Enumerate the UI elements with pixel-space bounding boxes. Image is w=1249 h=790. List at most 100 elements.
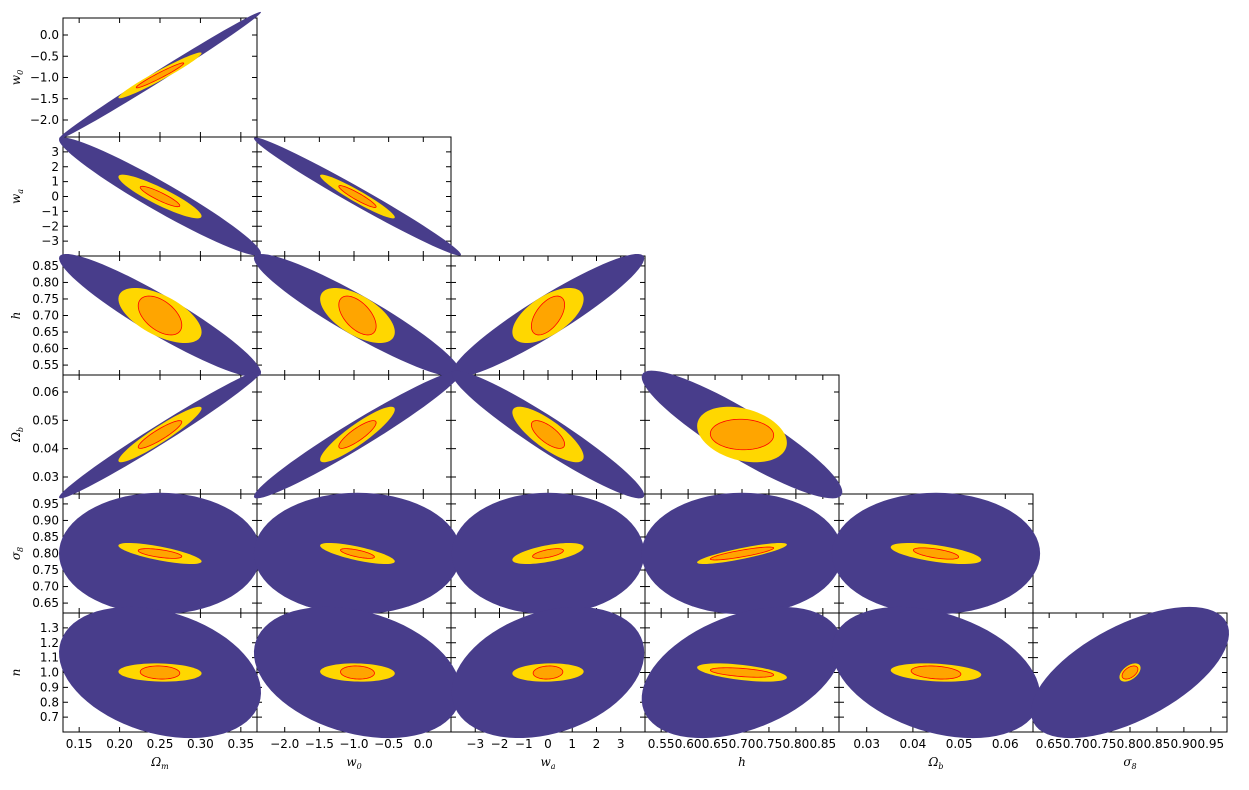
x-tick-label: 0.75 [756, 737, 783, 751]
y-tick-label: −1 [41, 204, 59, 218]
y-tick-label: 0.75 [32, 292, 59, 306]
y-axis-label: h [9, 312, 23, 320]
y-tick-label: 0.9 [40, 680, 59, 694]
y-tick-label: −1.5 [30, 92, 59, 106]
x-tick-label: 0.75 [1090, 737, 1117, 751]
y-tick-label: 1 [51, 175, 59, 189]
x-tick-label: 0.05 [946, 737, 973, 751]
x-tick-label: 0.25 [147, 737, 174, 751]
x-tick-label: −2.0 [270, 737, 299, 751]
x-tick-label: 2 [593, 737, 601, 751]
contours-Om-s8 [59, 492, 261, 615]
y-tick-label: 0.06 [32, 385, 59, 399]
x-axis-label: Ωm [150, 755, 169, 771]
x-tick-label: 0 [544, 737, 552, 751]
contours-w0-h [253, 253, 462, 378]
x-tick-label: 0.35 [227, 737, 254, 751]
inner-contour [910, 665, 962, 680]
inner-contour [137, 420, 183, 449]
x-tick-label: −0.5 [374, 737, 403, 751]
inner-contour [709, 546, 775, 561]
inner-contour [530, 420, 566, 449]
y-tick-label: 0.70 [32, 580, 59, 594]
x-tick-label: 0.0 [414, 737, 433, 751]
x-tick-label: 0.04 [900, 737, 927, 751]
y-tick-label: 3 [51, 145, 59, 159]
y-tick-label: 0.90 [32, 513, 59, 527]
inner-contour [338, 420, 377, 449]
x-tick-label: 0.55 [648, 737, 675, 751]
x-tick-label: 0.20 [106, 737, 133, 751]
y-tick-label: 0 [51, 190, 59, 204]
contours-h-s8 [641, 492, 843, 615]
inner-contour [532, 665, 564, 680]
x-tick-label: 0.80 [1117, 737, 1144, 751]
x-axis-label: h [738, 755, 746, 769]
contours-Om-wa [59, 137, 261, 256]
inner-contour [709, 667, 775, 678]
x-tick-label: 0.90 [1171, 737, 1198, 751]
x-tick-label: 3 [617, 737, 625, 751]
x-tick-label: 0.70 [729, 737, 756, 751]
inner-contour [340, 548, 375, 559]
x-tick-label: 0.80 [783, 737, 810, 751]
contours-wa-s8 [451, 492, 645, 615]
y-tick-label: 0.85 [32, 259, 59, 273]
y-tick-label: −0.5 [30, 49, 59, 63]
x-axis-label: wa [540, 755, 555, 771]
contours-h-n [641, 606, 843, 739]
x-tick-label: 0.03 [853, 737, 880, 751]
x-axis-label: Ωb [927, 755, 943, 771]
y-tick-label: 0.75 [32, 563, 59, 577]
x-tick-label: 0.85 [1144, 737, 1171, 751]
contours-wa-h [451, 253, 645, 378]
y-tick-label: 0.80 [32, 547, 59, 561]
y-tick-label: 1.2 [40, 636, 59, 650]
x-axis-label: w0 [346, 755, 361, 771]
x-tick-label: 0.06 [992, 737, 1019, 751]
y-axis-label: σ8 [9, 547, 25, 560]
y-tick-label: 2 [51, 160, 59, 174]
x-tick-label: 0.60 [675, 737, 702, 751]
contours-w0-s8 [253, 492, 462, 615]
contours-wa-n [451, 606, 645, 739]
x-tick-label: 0.65 [702, 737, 729, 751]
inner-contour [530, 295, 566, 336]
inner-contour [139, 665, 181, 680]
inner-contour [709, 418, 775, 451]
x-tick-label: 0.65 [1036, 737, 1063, 751]
inner-contour [137, 295, 183, 336]
y-tick-label: −3 [41, 234, 59, 248]
y-tick-label: 0.65 [32, 596, 59, 610]
contours-Ob-n [831, 606, 1041, 739]
inner-contour [135, 62, 185, 89]
inner-contour [1121, 665, 1139, 680]
y-tick-label: 0.55 [32, 358, 59, 372]
inner-contour [338, 295, 377, 336]
contours-s8-n [1031, 606, 1229, 739]
contours-h-Ob [641, 370, 843, 499]
contours-w0-wa [253, 137, 461, 256]
y-tick-label: 0.85 [32, 530, 59, 544]
y-tick-label: 0.80 [32, 275, 59, 289]
contours-Ob-s8 [831, 492, 1041, 615]
x-tick-label: −2 [491, 737, 509, 751]
x-tick-label: 0.30 [187, 737, 214, 751]
x-tick-label: 0.70 [1063, 737, 1090, 751]
y-tick-label: −2.0 [30, 113, 59, 127]
y-axis-label: Ωb [9, 427, 25, 443]
inner-contour [912, 547, 960, 560]
inner-contour [137, 548, 183, 559]
y-tick-label: 0.05 [32, 413, 59, 427]
contours-w0-n [253, 606, 461, 739]
inner-contour [340, 665, 375, 680]
contours-wa-Ob [451, 370, 645, 499]
y-tick-label: 0.04 [32, 442, 59, 456]
y-axis-label: n [9, 669, 23, 677]
contours-Om-n [59, 606, 261, 739]
y-tick-label: 0.95 [32, 497, 59, 511]
x-tick-label: 0.15 [66, 737, 93, 751]
x-tick-label: −1.5 [305, 737, 334, 751]
y-tick-label: 1.0 [40, 666, 59, 680]
